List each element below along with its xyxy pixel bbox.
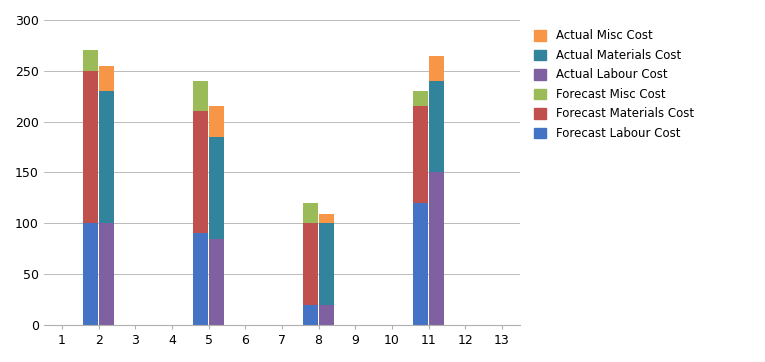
- Bar: [99, 91, 115, 223]
- Bar: [83, 223, 99, 325]
- Bar: [303, 203, 318, 223]
- Legend: Actual Misc Cost, Actual Materials Cost, Actual Labour Cost, Forecast Misc Cost,: Actual Misc Cost, Actual Materials Cost,…: [531, 26, 698, 143]
- Bar: [413, 203, 428, 325]
- Bar: [99, 223, 115, 325]
- Bar: [83, 71, 99, 223]
- Bar: [193, 81, 208, 111]
- Bar: [319, 223, 334, 305]
- Bar: [99, 66, 115, 91]
- Bar: [413, 91, 428, 106]
- Bar: [193, 233, 208, 325]
- Bar: [319, 305, 334, 325]
- Bar: [209, 239, 224, 325]
- Bar: [303, 223, 318, 305]
- Bar: [429, 56, 444, 81]
- Bar: [319, 214, 334, 223]
- Bar: [83, 50, 99, 71]
- Bar: [429, 81, 444, 172]
- Bar: [193, 111, 208, 233]
- Bar: [303, 305, 318, 325]
- Bar: [413, 106, 428, 203]
- Bar: [209, 137, 224, 239]
- Bar: [429, 172, 444, 325]
- Bar: [209, 106, 224, 137]
